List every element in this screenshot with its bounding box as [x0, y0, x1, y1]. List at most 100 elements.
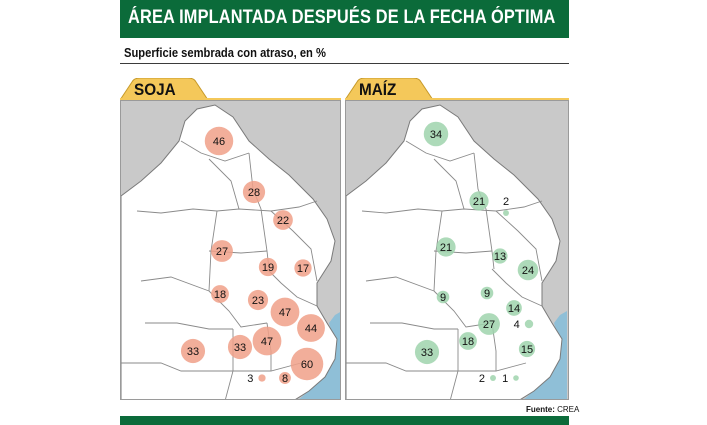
bubble-sur-santa-fe: 23	[247, 289, 269, 311]
province-border	[121, 362, 233, 372]
bubble-noa: 46	[204, 126, 234, 156]
bubble-sur-bs-as-este: 8	[279, 372, 291, 385]
bubble-centro-santa-fe: 19	[258, 257, 278, 277]
province-border	[405, 140, 475, 162]
bubble-label: 9	[484, 288, 490, 300]
bubble-label: 17	[297, 263, 309, 275]
bubble-label: 2	[503, 196, 509, 208]
bubble-circle	[436, 237, 456, 257]
bubble-circle	[180, 338, 206, 364]
bubble-circle	[518, 340, 536, 358]
province-border	[370, 322, 458, 330]
bubble-circle	[227, 334, 253, 360]
tab-maiz-shape	[345, 78, 569, 100]
page-title: ÁREA IMPLANTADA DESPUÉS DE LA FECHA ÓPTI…	[128, 7, 556, 28]
bubble-circle	[297, 314, 325, 342]
bubble-circle	[524, 319, 534, 329]
sea-area	[524, 311, 567, 399]
bubble-oeste-arenoso: 33	[180, 338, 206, 364]
bubble-label: 22	[277, 215, 289, 227]
bubble-circle	[414, 339, 440, 365]
footer-bar	[120, 416, 569, 425]
province-border	[495, 210, 543, 282]
tab-soja-label: SOJA	[134, 80, 176, 99]
bubble-circle	[480, 286, 494, 300]
bubble-circle	[492, 248, 508, 264]
source-label: Fuente:	[526, 405, 555, 414]
bubble-circle	[204, 126, 234, 156]
province-border	[266, 268, 318, 307]
province-border	[145, 322, 233, 330]
bubble-entre-rios: 24	[517, 259, 539, 281]
bubble-norte-buenos-aires: 47	[270, 297, 300, 327]
bubble-circle	[247, 289, 269, 311]
tab-soja: SOJA	[120, 78, 341, 100]
province-border	[365, 276, 435, 292]
bubble-label: 8	[282, 373, 288, 385]
sea-area	[299, 312, 340, 399]
tab-maiz: MAÍZ	[345, 78, 569, 100]
bubble-label: 33	[234, 342, 246, 354]
bubble-label: 2	[479, 373, 485, 385]
bubble-circle	[506, 300, 522, 316]
bubble-label: 44	[305, 323, 317, 335]
bubble-circle	[290, 347, 324, 381]
bubble-circle	[294, 259, 312, 277]
bubble-circle	[478, 313, 500, 335]
bubble-oeste: 18	[459, 332, 477, 350]
bubble-circle	[273, 210, 293, 230]
bubble-circle	[423, 121, 449, 147]
bubble-chaco: 21	[469, 191, 489, 211]
title-banner: ÁREA IMPLANTADA DESPUÉS DE LA FECHA ÓPTI…	[120, 0, 569, 38]
bubble-label: 3	[247, 373, 253, 385]
bubble-circle	[436, 290, 450, 304]
bubble-buenos-aires-costa: 4	[514, 319, 534, 331]
map-panel-soja: 46 28 22 27 19 17 18 23 47 44 33 33 47 60 3 8	[120, 100, 341, 400]
bubble-circle	[252, 326, 282, 356]
tab-soja-shape	[120, 78, 341, 100]
bubble-sudeste: 60	[290, 347, 324, 381]
bubble-label: 1	[502, 373, 508, 385]
province-border	[140, 276, 210, 292]
bubble-label: 34	[430, 129, 442, 141]
bubble-sudeste: 15	[518, 340, 536, 358]
bubble-label: 23	[252, 295, 264, 307]
bubble-label: 15	[521, 344, 533, 356]
source-note: Fuente: CREA	[526, 405, 579, 414]
bubble-sur-cordoba: 9	[436, 290, 450, 304]
bubble-noa: 34	[423, 121, 449, 147]
page-subtitle: Superficie sembrada con atraso, en %	[124, 45, 326, 60]
bubble-label: 9	[440, 292, 446, 304]
bubble-label: 13	[494, 251, 506, 263]
bubble-chaco: 28	[242, 180, 266, 204]
bubble-centro-santa-fe: 13	[492, 248, 508, 264]
bubble-circle	[242, 180, 266, 204]
bubble-circle	[469, 191, 489, 211]
bubble-circle	[459, 332, 477, 350]
bubble-circle	[270, 297, 300, 327]
bubble-norte-cordoba: 27	[211, 240, 233, 262]
province-border	[136, 200, 318, 214]
source-value: CREA	[557, 405, 580, 414]
province-border	[491, 268, 543, 307]
bubble-centro-buenos-aires: 47	[252, 326, 282, 356]
bubble-sur-bs-as-oeste: 2	[479, 373, 496, 385]
bubble-label: 33	[187, 346, 199, 358]
bubble-label: 47	[261, 336, 273, 348]
bubble-centro-buenos-aires: 27	[478, 313, 500, 335]
bubble-norte-cordoba: 21	[436, 237, 456, 257]
bubble-label: 24	[522, 265, 534, 277]
bubble-label: 18	[462, 336, 474, 348]
bubble-sur-bs-as-este: 1	[502, 373, 519, 385]
bubble-norte-buenos-aires: 14	[506, 300, 522, 316]
bubble-oeste: 33	[227, 334, 253, 360]
bubble-norte-santa-fe: 22	[273, 210, 293, 230]
province-border	[180, 140, 250, 162]
bubble-sur-cordoba: 18	[211, 285, 229, 303]
bubble-circle	[279, 372, 291, 384]
bubble-label: 19	[262, 262, 274, 274]
bubble-buenos-aires-costa: 44	[297, 314, 325, 342]
bubble-oeste-arenoso: 33	[414, 339, 440, 365]
bubble-label: 21	[473, 196, 485, 208]
